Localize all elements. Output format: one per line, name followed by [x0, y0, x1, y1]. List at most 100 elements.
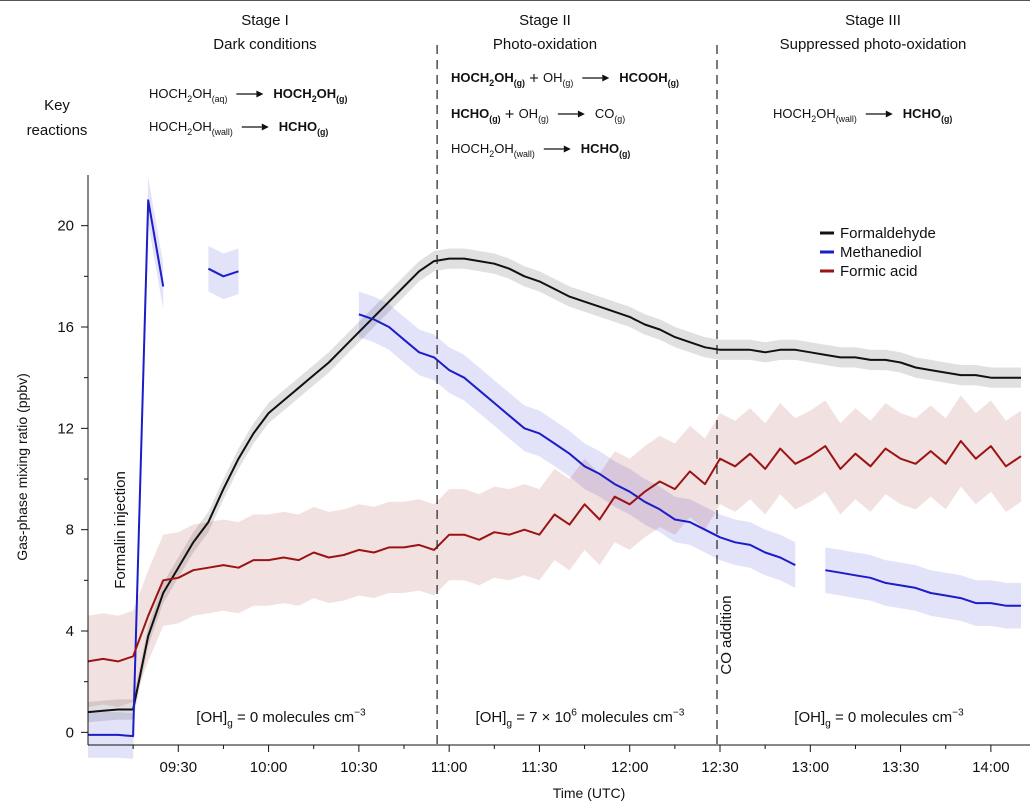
x-tick-label: 11:00 [431, 759, 467, 776]
text-sup: 6 [571, 707, 577, 718]
oh-concentration: [OH]g = 0 molecules cm−3 [794, 707, 964, 729]
text-sub: (wall) [514, 149, 535, 159]
text-sub: 2 [187, 94, 192, 104]
text-part: OH [317, 86, 337, 101]
text-sub: g [506, 719, 512, 730]
x-tick-label: 10:00 [250, 759, 288, 776]
text-part: [OH] [476, 709, 507, 726]
lines [87, 199, 1022, 738]
text-part: OH [494, 141, 514, 156]
text-sub: (g) [562, 78, 573, 88]
x-axis-label: Time (UTC) [553, 785, 626, 801]
y-tick-label: 20 [57, 218, 74, 235]
stage-description: Dark conditions [213, 36, 316, 53]
x-tick-label: 14:00 [972, 759, 1010, 776]
y-tick-label: 16 [57, 319, 74, 336]
text-part: OH [543, 70, 563, 85]
x-tick-label: 12:30 [701, 759, 739, 776]
key-label: Key [44, 97, 70, 114]
text-sup: −3 [952, 707, 964, 718]
reaction-term: HCOOH(g) [619, 70, 679, 88]
reaction-term: HOCH2OH(g) [451, 70, 525, 88]
text-sub: (g) [514, 78, 525, 88]
key-label: reactions [27, 122, 88, 139]
annotation: CO addition [718, 595, 735, 674]
y-axis-label: Gas-phase mixing ratio (ppbv) [14, 373, 30, 561]
text-sup: −3 [354, 707, 366, 718]
reaction-arrow-head [885, 110, 893, 118]
text-sub: (g) [317, 127, 328, 137]
series-line [87, 440, 1022, 663]
stage-name: Stage III [845, 12, 901, 29]
text-part: OH [494, 70, 514, 85]
text-sub: (g) [668, 78, 679, 88]
text-part: = 0 molecules cm [233, 709, 354, 726]
reaction-term: HOCH2OH(wall) [451, 141, 535, 159]
reaction-arrow-head [256, 90, 264, 98]
x-tick-label: 12:00 [611, 759, 649, 776]
text-part: HCHO [451, 106, 489, 121]
text-sub: (wall) [212, 127, 233, 137]
text-part: OH [519, 106, 539, 121]
text-part: molecules cm [577, 709, 673, 726]
y-tick-label: 0 [66, 724, 74, 741]
text-sub: 2 [489, 149, 494, 159]
reaction-arrow-head [563, 145, 571, 153]
text-part: HOCH [451, 141, 489, 156]
text-sub: (wall) [836, 114, 857, 124]
reaction-term: HCHO(g) [451, 106, 501, 124]
text-part: = 0 molecules cm [831, 709, 952, 726]
x-tick-label: 09:30 [160, 759, 198, 776]
text-sub: 2 [811, 114, 816, 124]
text-part: CO [595, 106, 615, 121]
y-tick-label: 12 [57, 420, 74, 437]
x-tick-label: 11:30 [521, 759, 557, 776]
text-part: HOCH [773, 106, 811, 121]
text-sub: (g) [619, 149, 630, 159]
text-part: HOCH [149, 119, 187, 134]
text-sub: (g) [941, 114, 952, 124]
text-sub: 2 [489, 78, 494, 88]
axes: 0 4 8 12 16 20 09:30 10:00 10:30 11:00 11:30 12:00 1… [14, 45, 1030, 801]
y-tick-label: 4 [66, 623, 74, 640]
legend-label: Formic acid [840, 263, 918, 280]
text-sub: (g) [538, 114, 549, 124]
uncertainty-band [88, 248, 1021, 723]
oh-concentration: [OH]g = 7 × 106 molecules cm−3 [476, 707, 685, 729]
text-part: HOCH [273, 86, 311, 101]
text-part: = 7 × 10 [512, 709, 571, 726]
text-part: [OH] [196, 709, 227, 726]
reaction-term: HCHO(g) [581, 141, 631, 159]
oh-concentration: [OH]g = 0 molecules cm−3 [196, 707, 366, 729]
text-part: OH [192, 86, 212, 101]
reaction-term: OH(g) [543, 70, 573, 88]
reaction-term: HCHO(g) [279, 119, 329, 137]
uncertainty-band [88, 395, 1021, 707]
labels: Formaldehyde Methanediol Formic acid Formal… [27, 12, 967, 730]
reaction-term: HOCH2OH(wall) [773, 106, 857, 124]
stage-description: Suppressed photo-oxidation [780, 36, 967, 53]
stage-name: Stage I [241, 12, 289, 29]
series-line [88, 199, 1021, 738]
text-part: [OH] [794, 709, 825, 726]
text-sub: 2 [312, 94, 317, 104]
annotation: Formalin injection [112, 471, 129, 589]
text-sub: (g) [614, 114, 625, 124]
text-part: HCHO [903, 106, 941, 121]
reaction-term: HOCH2OH(wall) [149, 119, 233, 137]
text-sub: 2 [187, 127, 192, 137]
text-part: HCHO [581, 141, 619, 156]
text-part: HOCH [149, 86, 187, 101]
reaction-term: CO(g) [595, 106, 625, 124]
reaction-arrow-head [577, 110, 585, 118]
text-sub: (aq) [212, 94, 228, 104]
text-part: OH [816, 106, 836, 121]
text-sub: (g) [489, 114, 500, 124]
text-sub: (g) [336, 94, 347, 104]
text-sup: −3 [673, 707, 685, 718]
text-sub: g [227, 719, 233, 730]
reaction-term: HCHO(g) [903, 106, 953, 124]
series-line [87, 257, 1021, 714]
stage-description: Photo-oxidation [493, 36, 597, 53]
